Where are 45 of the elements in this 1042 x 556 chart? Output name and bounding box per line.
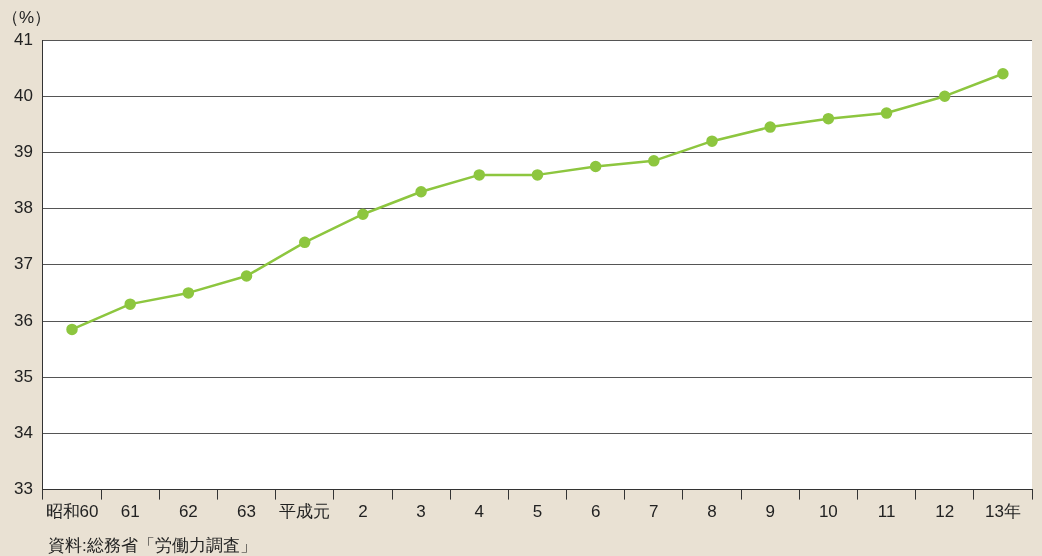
x-tick-label: 10 [818,502,838,522]
point [648,155,660,167]
x-tick-label: 13年 [984,502,1021,522]
y-tick-label: 39 [13,142,33,162]
y-tick-label: 35 [13,366,33,386]
x-tick-label: 3 [416,502,426,522]
point [124,298,136,310]
y-tick-label: 41 [13,29,33,49]
y-tick-label: 40 [13,85,33,105]
point [357,208,369,220]
y-tick-label: 37 [13,254,33,274]
x-tick-label: 62 [178,502,198,522]
x-tick-label: 8 [707,502,717,522]
point [880,107,893,119]
point [66,323,78,336]
point [240,270,253,282]
point [938,90,951,102]
x-tick-label: 7 [649,502,659,522]
point [706,135,718,147]
x-tick-label: 4 [474,502,485,522]
y-tick-label: 33 [13,479,33,499]
point [997,67,1009,80]
x-tick-label: 2 [358,502,368,522]
x-tick-label: 昭和60 [45,502,99,522]
y-tick-label: 36 [13,310,33,330]
point [298,236,311,249]
text: 資料:総務省「労働力調査」 [48,535,257,555]
x-tick-label: 5 [532,502,543,522]
point [473,169,486,181]
point [182,287,195,299]
point [589,160,602,173]
y-tick-label: 34 [13,423,33,443]
x-tick-label: 平成元 [279,502,331,522]
point [764,121,776,133]
point [415,185,427,198]
x-tick-label: 63 [237,502,257,522]
point [822,112,835,125]
x-tick-label: 61 [120,502,140,522]
y-tick-label: 38 [13,198,33,218]
point [531,169,544,181]
y-axis-title: （%） [2,7,52,27]
x-tick-label: 12 [935,502,955,522]
x-tick-label: 9 [765,502,775,522]
x-tick-label: 11 [877,502,896,522]
x-tick-label: 6 [590,502,601,522]
